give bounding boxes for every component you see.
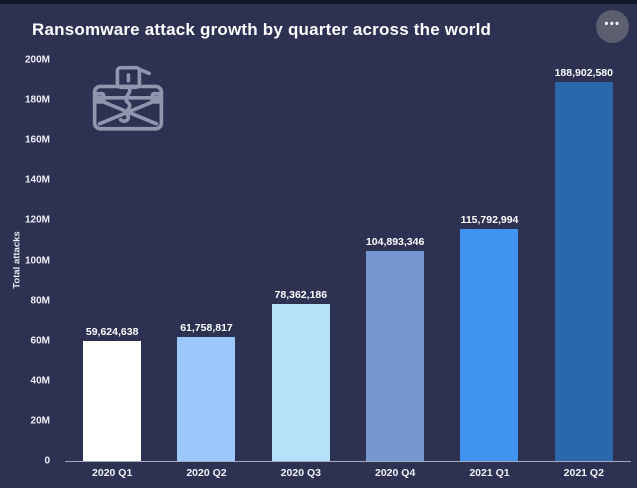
bar-value-label: 188,902,580 bbox=[554, 67, 613, 80]
x-tick-label: 2020 Q4 bbox=[375, 467, 416, 479]
x-tick-label: 2021 Q1 bbox=[469, 467, 510, 479]
y-tick-label: 20M bbox=[30, 415, 50, 427]
y-tick-label: 120M bbox=[24, 214, 50, 226]
y-tick-label: 60M bbox=[30, 335, 50, 347]
bar-slot: 61,758,817 bbox=[159, 60, 253, 461]
y-tick-label: 100M bbox=[24, 255, 50, 266]
x-tick-label: 2020 Q1 bbox=[92, 467, 133, 479]
bar-slot: 115,792,994 bbox=[442, 60, 536, 461]
ransomware-chest-icon bbox=[92, 65, 164, 131]
chart-card: Ransomware attack growth by quarter acro… bbox=[0, 4, 637, 488]
bar-slot: 188,902,580 bbox=[537, 60, 631, 461]
x-tick-label: 2021 Q2 bbox=[563, 467, 604, 479]
bar-slot: 59,624,638 bbox=[65, 60, 159, 461]
y-axis-ticks: 0 20M 40M 60M 80M 100M 120M 140M 160M 180M 200M bbox=[0, 55, 56, 467]
y-tick-label: 160M bbox=[24, 134, 50, 146]
plot-area: 59,624,638 61,758,817 78,362,186 104,893,34… bbox=[65, 60, 631, 462]
y-tick-label: 40M bbox=[30, 375, 50, 387]
bar-value-label: 78,362,186 bbox=[274, 288, 328, 301]
more-options-icon: ••• bbox=[604, 18, 621, 30]
card-header: Ransomware attack growth by quarter acro… bbox=[0, 4, 637, 56]
bar-value-label: 61,758,817 bbox=[180, 322, 233, 335]
bar-2020-q3[interactable] bbox=[271, 303, 330, 461]
bar-value-label: 59,624,638 bbox=[85, 326, 139, 339]
bar-2021-q1[interactable] bbox=[460, 228, 519, 461]
x-axis-labels: 2020 Q1 2020 Q2 2020 Q3 2020 Q4 2021 Q1 2021 … bbox=[65, 467, 631, 479]
bar-2020-q4[interactable] bbox=[366, 250, 425, 461]
y-tick-label: 80M bbox=[30, 295, 50, 307]
x-tick-label: 2020 Q3 bbox=[280, 467, 321, 479]
page-title: Ransomware attack growth by quarter acro… bbox=[32, 20, 492, 39]
bar-2021-q2[interactable] bbox=[554, 82, 613, 461]
y-tick-label: 180M bbox=[24, 94, 50, 106]
more-options-button[interactable]: ••• bbox=[596, 10, 629, 43]
bar-slot: 78,362,186 bbox=[254, 60, 348, 461]
bar-value-label: 115,792,994 bbox=[460, 213, 519, 226]
y-tick-label: 140M bbox=[24, 174, 50, 186]
y-tick-label: 0 bbox=[44, 455, 50, 467]
bar-slot: 104,893,346 bbox=[348, 60, 442, 461]
y-tick-label: 200M bbox=[24, 54, 50, 66]
x-tick-label: 2020 Q2 bbox=[186, 467, 227, 479]
bar-2020-q1[interactable] bbox=[83, 341, 142, 461]
bar-2020-q2[interactable] bbox=[177, 337, 236, 461]
bar-value-label: 104,893,346 bbox=[365, 235, 425, 248]
